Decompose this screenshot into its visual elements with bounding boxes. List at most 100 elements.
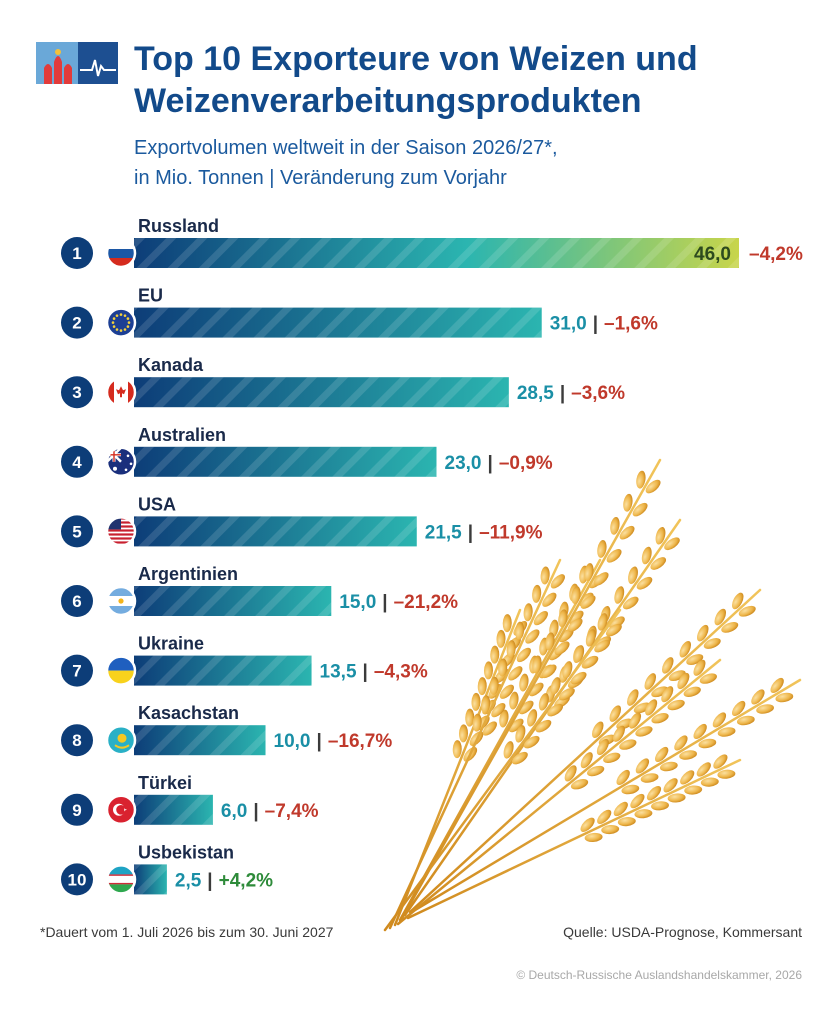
rank-badge xyxy=(61,654,93,687)
wheat-grain xyxy=(511,751,528,765)
separator: | xyxy=(487,453,492,474)
wheat-grain xyxy=(490,645,500,664)
wheat-grain xyxy=(587,765,605,777)
bar-stripes xyxy=(134,725,266,756)
wheat-grain xyxy=(775,692,794,703)
wheat-grain xyxy=(645,479,661,494)
bar-stripes xyxy=(134,655,312,686)
flag-kazakhstan-icon xyxy=(105,724,137,756)
wheat-grain xyxy=(499,709,509,728)
wheat-grain xyxy=(636,576,653,590)
wheat-grain xyxy=(667,699,685,711)
value-label-group: 23,0 | –0,9% xyxy=(445,453,553,474)
wheat-grain xyxy=(592,721,604,739)
wheat-grain xyxy=(532,655,542,674)
wheat-grain xyxy=(527,709,538,727)
wheat-grain xyxy=(540,566,550,585)
wheat-grain xyxy=(554,641,570,656)
wheat-grain xyxy=(613,801,628,817)
wheat-grain xyxy=(550,574,565,589)
wheat-grain xyxy=(516,647,531,663)
wheat-grain xyxy=(605,623,622,637)
rank-badge xyxy=(61,585,93,617)
wheat-grain xyxy=(571,586,581,605)
value-label-group: 15,0 | –21,2% xyxy=(339,592,458,613)
wheat-grain xyxy=(596,738,609,756)
wheat-grain xyxy=(609,705,622,722)
rank-number: 10 xyxy=(68,870,87,889)
wheat-stalk xyxy=(388,558,562,930)
wheat-grain xyxy=(564,765,577,782)
wheat-grain xyxy=(518,700,534,715)
value-label: 46,0 xyxy=(694,244,731,265)
wheat-grain xyxy=(593,572,609,586)
wheat-grain xyxy=(570,779,589,790)
bar-row: Argentinien 6 15,0 | –21,2% xyxy=(61,564,458,617)
wheat-grain xyxy=(545,632,555,651)
category-label: Kasachstan xyxy=(138,703,239,723)
wheat-grain xyxy=(654,746,669,763)
rank-number: 6 xyxy=(72,592,81,611)
wheat-grain xyxy=(584,563,594,581)
change-label: –4,2% xyxy=(749,244,803,265)
wheat-grain xyxy=(628,566,638,585)
wheat-grain xyxy=(667,793,686,803)
change-label: –0,9% xyxy=(499,453,553,474)
wheat-grain xyxy=(756,704,774,714)
wheat-grain xyxy=(580,752,593,769)
bar-row: EU 2 31,0 | –1,6% xyxy=(61,286,658,339)
category-label: Russland xyxy=(138,216,219,236)
rank-badge xyxy=(61,793,93,826)
wheat-grain xyxy=(651,801,669,811)
wheat-grain xyxy=(621,784,640,795)
wheat-grain xyxy=(465,708,475,727)
wheat-grain xyxy=(651,713,669,724)
wheat-grain xyxy=(679,750,697,760)
wheat-grain xyxy=(634,809,653,819)
rank-number: 4 xyxy=(72,453,82,472)
wheat-grain xyxy=(619,739,637,750)
copyright-note: © Deutsch-Russische Auslandshandelskamme… xyxy=(516,968,802,982)
wheat-grain xyxy=(738,605,756,617)
flag-uzbekistan-icon xyxy=(105,864,137,895)
wheat-grain xyxy=(712,712,727,728)
subtitle-line-2: in Mio. Tonnen | Veränderung zum Vorjahr xyxy=(134,167,507,189)
wheat-grain xyxy=(580,817,595,832)
wheat-grain xyxy=(489,676,499,695)
subtitle-line-1: Exportvolumen weltweit in der Saison 202… xyxy=(134,137,558,159)
wheat-grain xyxy=(717,769,736,779)
flag-australia-icon xyxy=(105,446,137,478)
wheat-grain xyxy=(635,726,653,737)
wheat-grain xyxy=(472,713,482,732)
bar-stripes xyxy=(134,516,417,547)
value-label-group: 28,5 | –3,6% xyxy=(517,383,625,404)
value-label: 21,5 xyxy=(425,522,462,543)
wheat-grain xyxy=(693,723,707,740)
bar-stripes xyxy=(134,586,332,616)
wheat-grain xyxy=(558,609,568,628)
wheat-grain xyxy=(597,809,612,825)
bar-row: Australien 4 23,0 | –0,9% xyxy=(61,425,553,478)
separator: | xyxy=(363,662,368,683)
wheat-grain xyxy=(659,761,678,772)
rank-badge xyxy=(61,237,93,269)
wheat-grain xyxy=(503,741,514,759)
separator: | xyxy=(382,592,387,613)
wheat-grain xyxy=(471,692,481,711)
category-label: Kanada xyxy=(138,355,204,375)
footnote: *Dauert vom 1. Juli 2026 bis zum 30. Jun… xyxy=(40,924,334,940)
change-label: –7,4% xyxy=(265,801,319,822)
value-label-group: 2,5 | +4,2% xyxy=(175,870,273,891)
wheat-grain xyxy=(477,677,487,696)
rank-badge xyxy=(61,724,93,757)
bar-row: USA 5 21,5 | –11,9% xyxy=(61,494,543,548)
wheat-grain xyxy=(515,725,526,743)
wheat-grain xyxy=(574,645,585,663)
wheat-grain xyxy=(481,695,491,714)
wheat-grain xyxy=(700,777,719,787)
wheat-grain xyxy=(452,740,462,759)
wheat-grain xyxy=(580,595,596,609)
separator: | xyxy=(207,870,212,891)
bar-stripes xyxy=(134,307,542,338)
value-label: 15,0 xyxy=(339,592,376,613)
